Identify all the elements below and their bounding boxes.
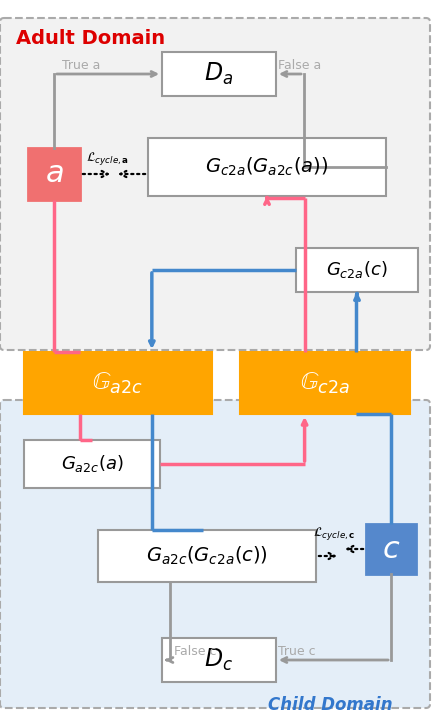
Bar bbox=[24, 440, 160, 488]
Text: Child Domain: Child Domain bbox=[268, 696, 393, 714]
Text: $\mathit{c}$: $\mathit{c}$ bbox=[382, 534, 400, 564]
Bar bbox=[24, 352, 212, 414]
Bar bbox=[162, 52, 276, 96]
Text: $\mathbb{G}_{c2a}$: $\mathbb{G}_{c2a}$ bbox=[300, 370, 350, 395]
Bar bbox=[162, 638, 276, 682]
Bar bbox=[28, 148, 80, 200]
Text: $D_c$: $D_c$ bbox=[204, 647, 234, 673]
Text: $\mathcal{L}_{cycle,\mathbf{c}}$: $\mathcal{L}_{cycle,\mathbf{c}}$ bbox=[313, 525, 356, 542]
Text: $G_{c2a}(G_{a2c}(a))$: $G_{c2a}(G_{a2c}(a))$ bbox=[205, 156, 329, 178]
Bar bbox=[240, 352, 410, 414]
Text: Adult Domain: Adult Domain bbox=[16, 29, 165, 48]
Text: False c: False c bbox=[174, 645, 216, 658]
Text: $\mathcal{L}_{cycle,\mathbf{a}}$: $\mathcal{L}_{cycle,\mathbf{a}}$ bbox=[86, 150, 129, 167]
Bar bbox=[296, 248, 418, 292]
Text: $G_{a2c}(a)$: $G_{a2c}(a)$ bbox=[60, 454, 123, 475]
Text: $\mathit{a}$: $\mathit{a}$ bbox=[44, 160, 64, 188]
Text: $\mathbb{G}_{a2c}$: $\mathbb{G}_{a2c}$ bbox=[92, 370, 143, 395]
Text: $D_a$: $D_a$ bbox=[204, 61, 234, 87]
Text: True c: True c bbox=[278, 645, 316, 658]
Text: $G_{c2a}(c)$: $G_{c2a}(c)$ bbox=[326, 260, 388, 280]
Bar bbox=[366, 524, 416, 574]
Bar bbox=[148, 138, 386, 196]
Bar bbox=[98, 530, 316, 582]
Text: False a: False a bbox=[278, 59, 321, 72]
FancyBboxPatch shape bbox=[0, 400, 430, 708]
Text: $G_{a2c}(G_{c2a}(c))$: $G_{a2c}(G_{c2a}(c))$ bbox=[146, 545, 268, 567]
FancyBboxPatch shape bbox=[0, 18, 430, 350]
Text: True a: True a bbox=[62, 59, 100, 72]
